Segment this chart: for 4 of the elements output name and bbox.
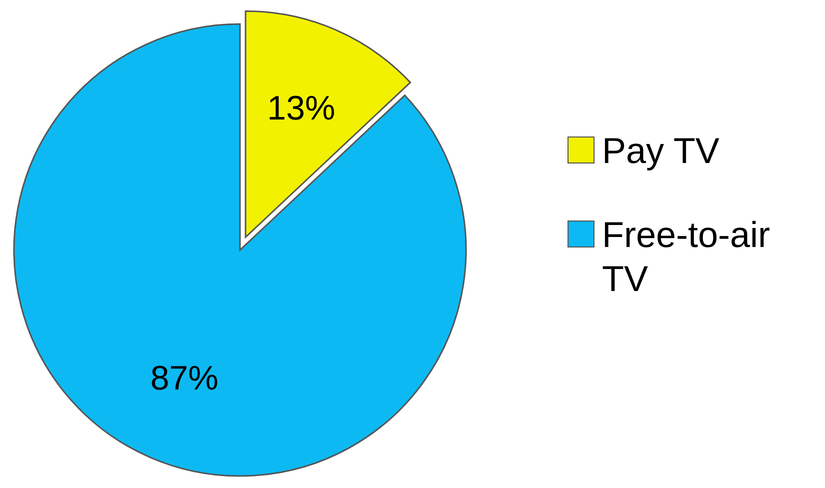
data-label: 13% [267, 90, 336, 128]
data-label: 87% [150, 360, 218, 398]
legend-label: Free-to-air TV [602, 214, 770, 298]
legend-label: Pay TV [602, 130, 720, 170]
